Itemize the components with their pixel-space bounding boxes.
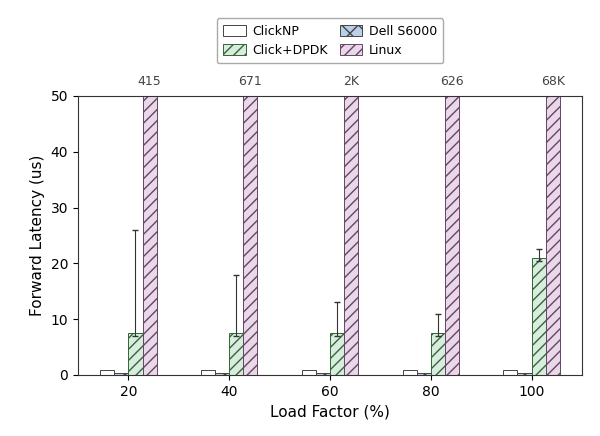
Bar — [503, 371, 517, 375]
Bar — [100, 371, 114, 375]
Bar — [229, 333, 244, 375]
Bar — [302, 371, 316, 375]
Text: 68K: 68K — [541, 75, 565, 88]
Bar — [128, 333, 143, 375]
X-axis label: Load Factor (%): Load Factor (%) — [270, 404, 390, 419]
Text: 415: 415 — [137, 75, 161, 88]
Text: 671: 671 — [238, 75, 262, 88]
Bar — [517, 373, 532, 375]
Legend: ClickNP, Click+DPDK, Dell S6000, Linux: ClickNP, Click+DPDK, Dell S6000, Linux — [217, 18, 443, 63]
Bar — [215, 373, 229, 375]
Bar — [445, 96, 459, 375]
Bar — [114, 373, 128, 375]
Bar — [403, 371, 416, 375]
Bar — [244, 96, 257, 375]
Bar — [431, 333, 445, 375]
Bar — [532, 258, 546, 375]
Bar — [316, 373, 330, 375]
Bar — [416, 373, 431, 375]
Y-axis label: Forward Latency (us): Forward Latency (us) — [30, 155, 45, 316]
Bar — [344, 96, 358, 375]
Bar — [330, 333, 344, 375]
Text: 2K: 2K — [343, 75, 359, 88]
Bar — [201, 371, 215, 375]
Bar — [143, 96, 157, 375]
Bar — [546, 96, 560, 375]
Text: 626: 626 — [440, 75, 464, 88]
